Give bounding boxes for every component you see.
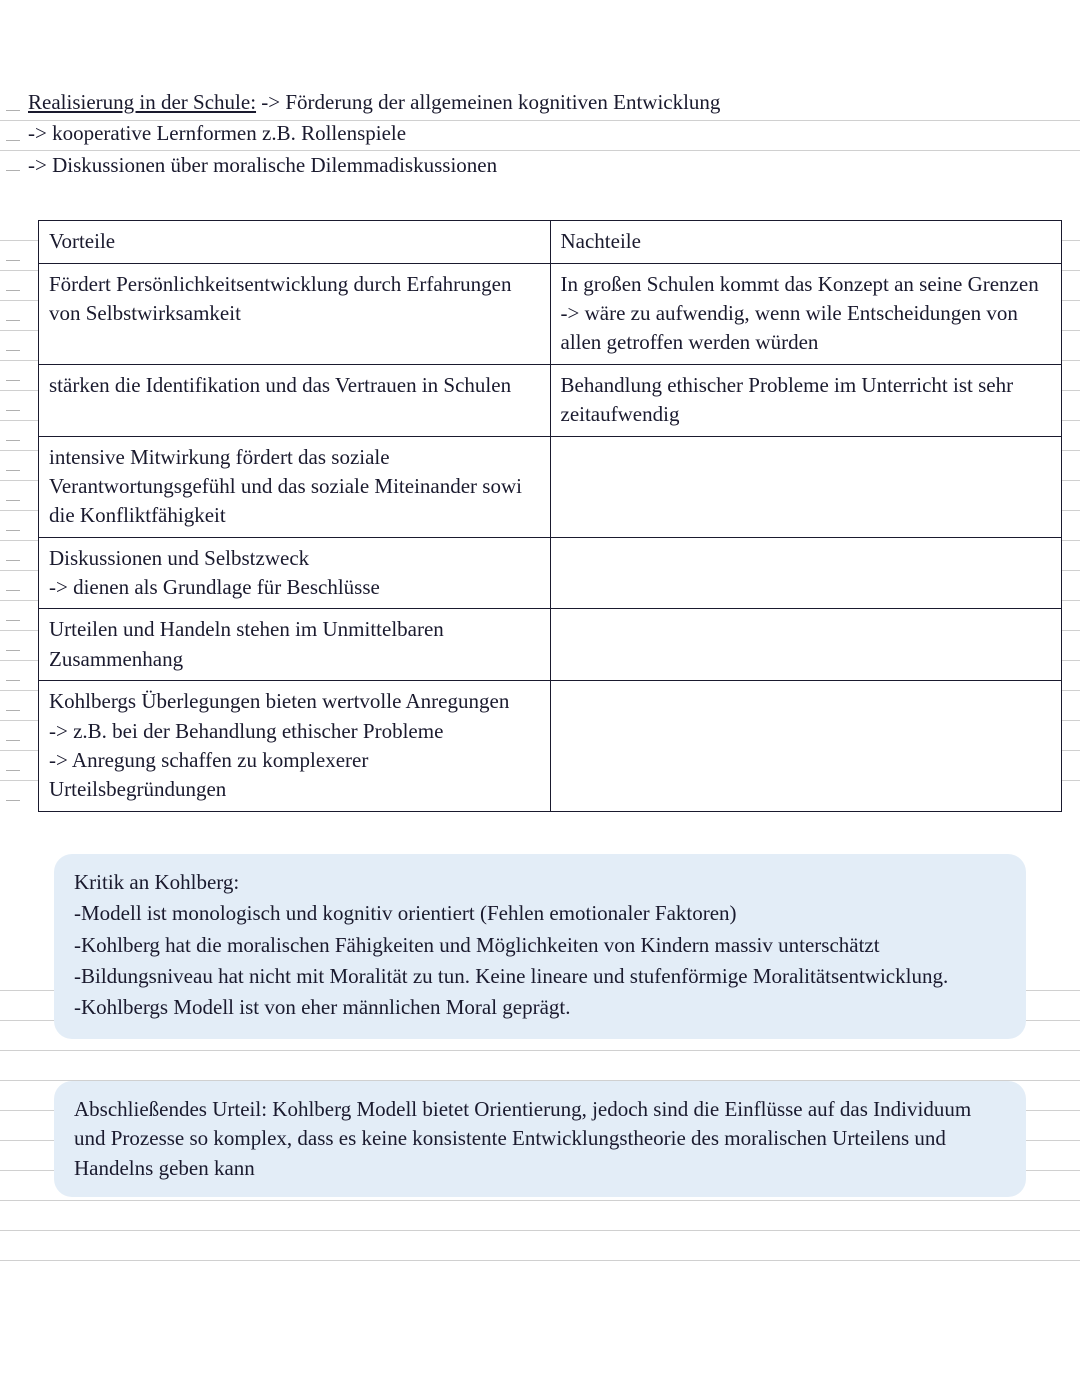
document-content: Realisierung in der Schule: -> Förderung…: [28, 88, 1052, 1197]
vorteile-cell: intensive Mitwirkung fördert das soziale…: [39, 436, 551, 537]
table-row: stärken die Identifikation und das Vertr…: [39, 364, 1062, 436]
conclusion-label: Abschließendes Urteil:: [74, 1097, 267, 1121]
vorteile-cell: Urteilen und Handeln stehen im Unmittelb…: [39, 609, 551, 681]
table-row: Diskussionen und Selbstzweck-> dienen al…: [39, 537, 1062, 609]
nachteile-cell: Behandlung ethischer Probleme im Unterri…: [550, 364, 1062, 436]
conclusion-box: Abschließendes Urteil: Kohlberg Modell b…: [54, 1081, 1026, 1197]
nachteile-cell: [550, 609, 1062, 681]
table-row: Kohlbergs Überlegungen bieten wertvolle …: [39, 681, 1062, 812]
intro-section: Realisierung in der Schule: -> Förderung…: [28, 88, 1052, 180]
header-vorteile: Vorteile: [39, 221, 551, 263]
intro-line-2: -> kooperative Lernformen z.B. Rollenspi…: [28, 119, 1052, 148]
critique-box: Kritik an Kohlberg: -Modell ist monologi…: [54, 854, 1026, 1039]
critique-line-2: -Kohlberg hat die moralischen Fähigkeite…: [74, 931, 1006, 960]
critique-line-1: -Modell ist monologisch und kognitiv ori…: [74, 899, 1006, 928]
intro-label: Realisierung in der Schule:: [28, 90, 256, 114]
conclusion-text: Abschließendes Urteil: Kohlberg Modell b…: [74, 1095, 1006, 1183]
table-row: intensive Mitwirkung fördert das soziale…: [39, 436, 1062, 537]
vorteile-cell: Fördert Persönlichkeitsentwicklung durch…: [39, 263, 551, 364]
critique-line-4: -Kohlbergs Modell ist von eher männliche…: [74, 993, 1006, 1022]
nachteile-cell: [550, 436, 1062, 537]
vorteile-cell: Diskussionen und Selbstzweck-> dienen al…: [39, 537, 551, 609]
vorteile-cell: Kohlbergs Überlegungen bieten wertvolle …: [39, 681, 551, 812]
intro-line-3: -> Diskussionen über moralische Dilemmad…: [28, 151, 1052, 180]
critique-line-3: -Bildungsniveau hat nicht mit Moralität …: [74, 962, 1006, 991]
table-header-row: Vorteile Nachteile: [39, 221, 1062, 263]
header-nachteile: Nachteile: [550, 221, 1062, 263]
nachteile-cell: [550, 681, 1062, 812]
nachteile-cell: [550, 537, 1062, 609]
table-row: Fördert Persönlichkeitsentwicklung durch…: [39, 263, 1062, 364]
intro-line-1-text: -> Förderung der allgemeinen kognitiven …: [261, 90, 720, 114]
vorteile-cell: stärken die Identifikation und das Vertr…: [39, 364, 551, 436]
nachteile-cell: In großen Schulen kommt das Konzept an s…: [550, 263, 1062, 364]
intro-line-1: Realisierung in der Schule: -> Förderung…: [28, 88, 1052, 117]
pros-cons-table: Vorteile Nachteile Fördert Persönlichkei…: [38, 220, 1062, 812]
table-row: Urteilen und Handeln stehen im Unmittelb…: [39, 609, 1062, 681]
critique-title: Kritik an Kohlberg:: [74, 868, 1006, 897]
